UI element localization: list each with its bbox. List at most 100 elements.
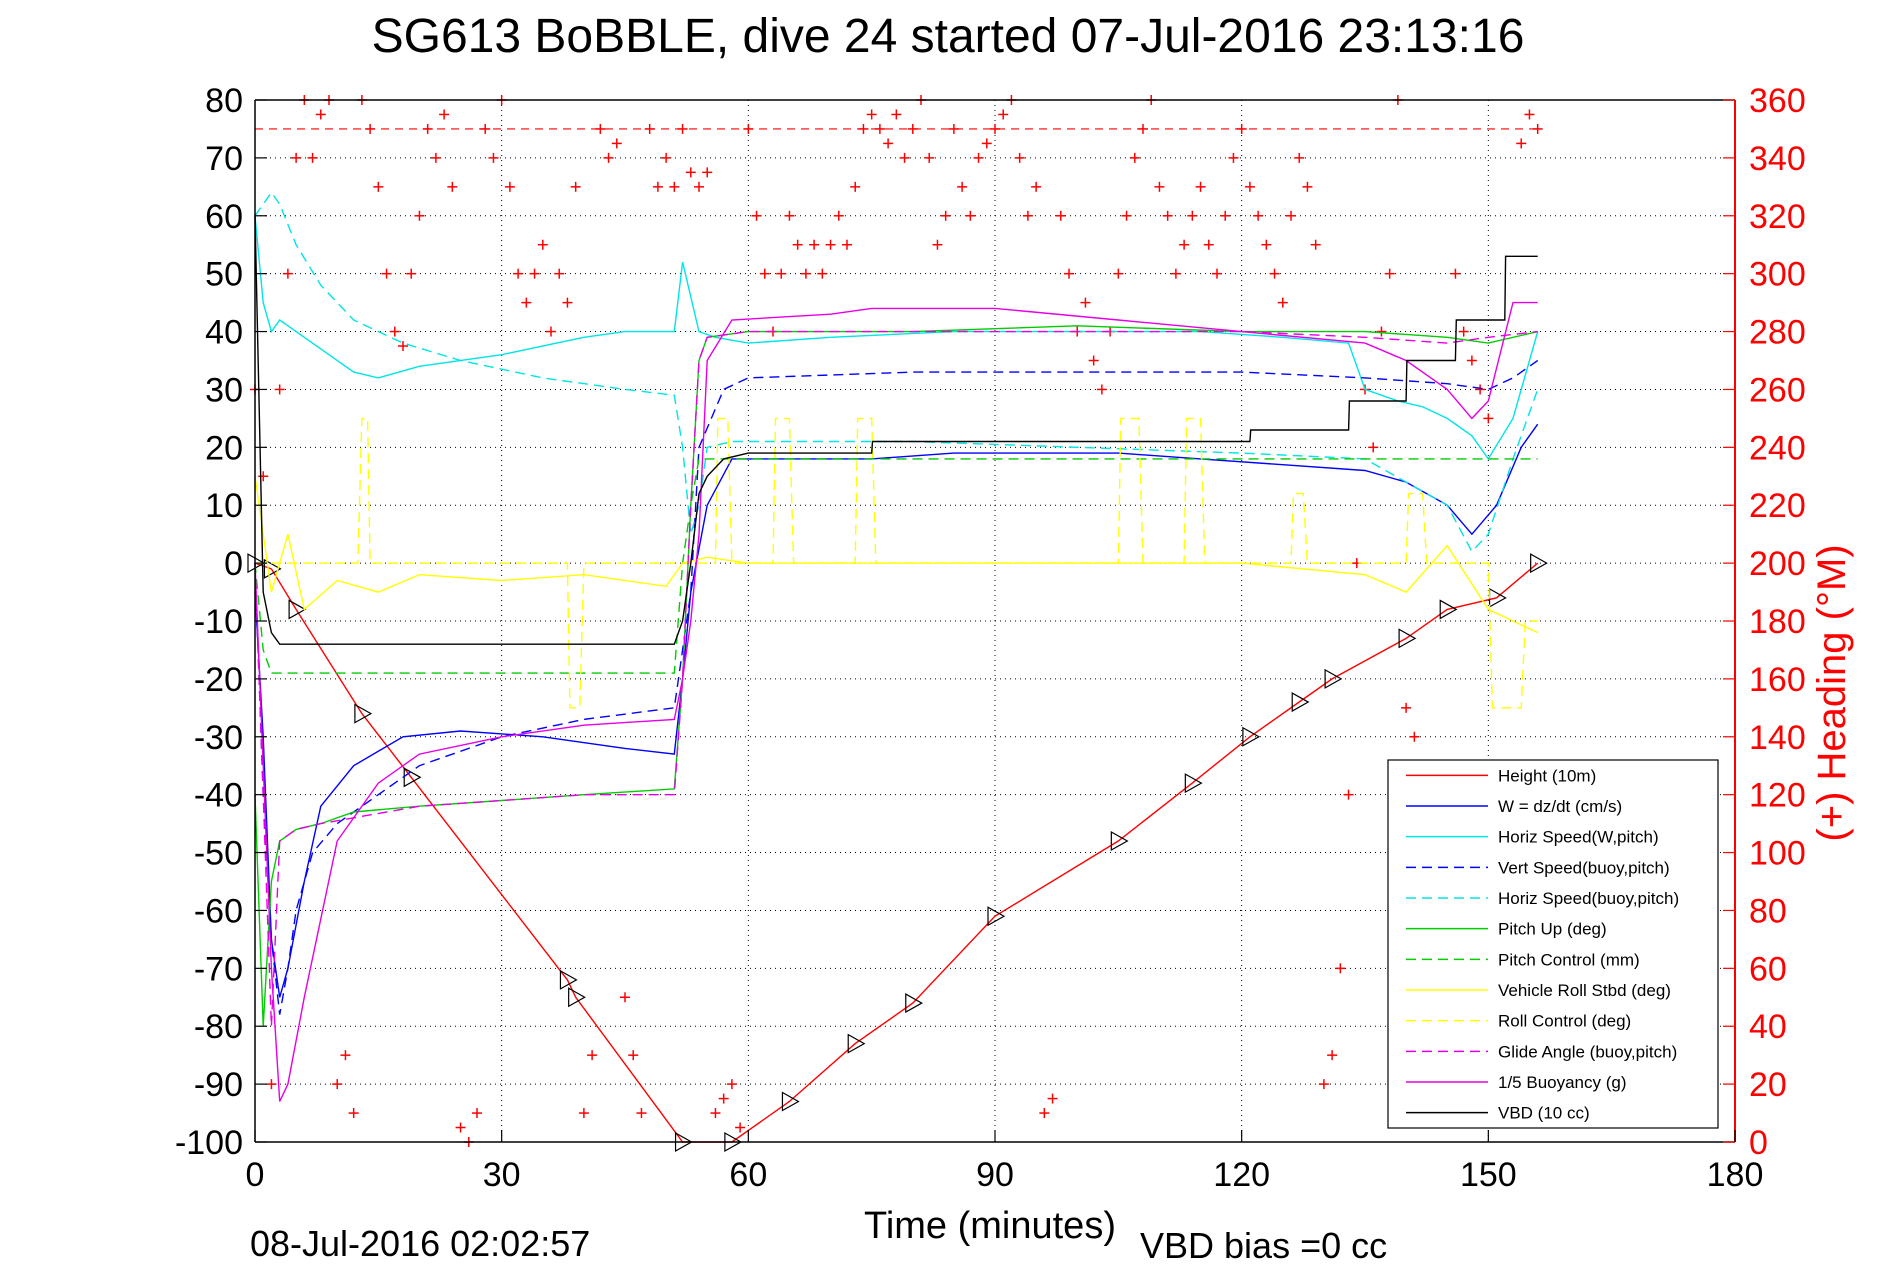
x-tick-label: 0 xyxy=(246,1156,265,1194)
heading-point xyxy=(1047,1093,1058,1104)
legend: Height (10m) W = dz/dt (cm/s) Horiz Speed(… xyxy=(1387,759,1719,1129)
heading-point xyxy=(751,210,762,221)
heading-point xyxy=(948,123,959,134)
heading-point xyxy=(1055,210,1066,221)
heading-point xyxy=(1187,210,1198,221)
legend-label: W = dz/dt (cm/s) xyxy=(1498,797,1622,816)
heading-point xyxy=(809,239,820,250)
height-marker xyxy=(1184,773,1203,794)
height-marker xyxy=(847,1033,866,1054)
legend-label: Horiz Speed(W,pitch) xyxy=(1498,828,1659,847)
heading-point xyxy=(422,123,433,134)
height-marker xyxy=(1530,553,1548,574)
heading-point xyxy=(833,210,844,221)
heading-point xyxy=(274,384,285,395)
heading-point xyxy=(1475,384,1486,395)
heading-point xyxy=(1302,181,1313,192)
series-line xyxy=(254,215,1539,461)
heading-point xyxy=(570,181,581,192)
right-axis-label: (+) Heading (°M) xyxy=(1810,544,1854,841)
heading-point xyxy=(1294,152,1305,163)
heading-point xyxy=(965,210,976,221)
series-line xyxy=(254,215,1538,645)
heading-point xyxy=(348,1108,359,1119)
heading-point xyxy=(1310,239,1321,250)
heading-point xyxy=(381,268,392,279)
heading-point xyxy=(1466,355,1477,366)
heading-point xyxy=(1524,109,1535,120)
heading-point xyxy=(1318,1079,1329,1090)
heading-point xyxy=(1244,181,1255,192)
heading-point xyxy=(1203,239,1214,250)
x-tick-label: 60 xyxy=(729,1156,767,1194)
heading-point xyxy=(365,123,376,134)
x-axis-ticks: 0 30 60 90 120 150 180 xyxy=(246,1130,1764,1194)
heading-point xyxy=(1228,152,1239,163)
right-tick-label: 320 xyxy=(1749,198,1806,236)
right-tick-label: 120 xyxy=(1749,777,1806,815)
left-tick-label: 10 xyxy=(205,487,243,525)
legend-label: Horiz Speed(buoy,pitch) xyxy=(1498,889,1679,908)
heading-point xyxy=(1261,239,1272,250)
heading-point xyxy=(1179,239,1190,250)
right-tick-label: 0 xyxy=(1749,1124,1768,1162)
height-marker xyxy=(559,969,578,990)
x-tick-label: 180 xyxy=(1707,1156,1764,1194)
heading-point xyxy=(1450,268,1461,279)
left-tick-label: -70 xyxy=(194,950,243,988)
right-tick-label: 100 xyxy=(1749,835,1806,873)
heading-point xyxy=(644,123,655,134)
heading-point xyxy=(1286,210,1296,221)
heading-point xyxy=(1195,181,1206,192)
heading-point xyxy=(603,152,614,163)
height-marker xyxy=(1324,668,1343,689)
heading-point xyxy=(636,1108,647,1119)
heading-point xyxy=(1335,963,1346,974)
legend-label: Roll Control (deg) xyxy=(1498,1012,1631,1031)
right-tick-label: 80 xyxy=(1749,892,1787,930)
heading-point xyxy=(1212,268,1222,279)
height-marker xyxy=(987,906,1006,927)
heading-point xyxy=(1129,152,1140,163)
heading-point xyxy=(1327,1050,1338,1061)
heading-point xyxy=(784,210,795,221)
left-tick-label: 80 xyxy=(205,82,243,120)
left-tick-label: 50 xyxy=(205,256,243,294)
heading-point xyxy=(1253,210,1264,221)
height-marker xyxy=(1291,692,1310,713)
left-tick-label: -40 xyxy=(194,777,243,815)
heading-point xyxy=(1170,268,1181,279)
right-tick-label: 220 xyxy=(1749,487,1806,525)
heading-point xyxy=(694,181,704,192)
heading-point xyxy=(957,181,968,192)
heading-point xyxy=(677,123,688,134)
heading-point xyxy=(990,123,1000,134)
height-marker xyxy=(905,993,924,1014)
series-line xyxy=(254,458,1538,674)
heading-point xyxy=(669,181,680,192)
heading-point xyxy=(1277,297,1288,308)
heading-point xyxy=(472,1108,482,1119)
heading-point xyxy=(735,1122,746,1133)
right-tick-label: 40 xyxy=(1749,1008,1787,1046)
heading-point xyxy=(521,297,532,308)
heading-point xyxy=(1483,413,1494,424)
heading-point xyxy=(1532,123,1543,134)
heading-point xyxy=(1384,268,1395,279)
heading-point xyxy=(1376,326,1387,337)
legend-label: Height (10m) xyxy=(1498,766,1596,785)
heading-point xyxy=(1138,123,1148,134)
right-tick-label: 160 xyxy=(1749,661,1806,699)
height-marker xyxy=(1242,726,1261,747)
heading-point xyxy=(504,181,515,192)
heading-point xyxy=(1368,442,1379,453)
heading-point xyxy=(373,181,384,192)
series-line xyxy=(254,562,1539,1143)
heading-point xyxy=(447,181,458,192)
height-marker xyxy=(1439,599,1458,620)
heading-point xyxy=(981,138,992,149)
heading-point xyxy=(266,1079,277,1090)
series-line xyxy=(254,476,1538,634)
left-tick-label: -20 xyxy=(194,661,243,699)
heading-point xyxy=(332,1079,343,1090)
